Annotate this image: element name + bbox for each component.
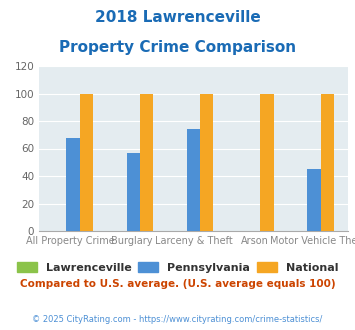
Text: All Property Crime: All Property Crime bbox=[26, 236, 114, 246]
Text: Burglary: Burglary bbox=[111, 236, 152, 246]
Bar bbox=[321, 93, 334, 231]
Text: © 2025 CityRating.com - https://www.cityrating.com/crime-statistics/: © 2025 CityRating.com - https://www.city… bbox=[32, 315, 323, 324]
Bar bbox=[187, 129, 200, 231]
Bar bbox=[127, 152, 140, 231]
Bar bbox=[66, 138, 80, 231]
Text: 2018 Lawrenceville: 2018 Lawrenceville bbox=[95, 10, 260, 25]
Text: Compared to U.S. average. (U.S. average equals 100): Compared to U.S. average. (U.S. average … bbox=[20, 279, 335, 289]
Text: Arson: Arson bbox=[241, 236, 269, 246]
Text: Larceny & Theft: Larceny & Theft bbox=[154, 236, 233, 246]
Text: Property Crime Comparison: Property Crime Comparison bbox=[59, 40, 296, 54]
Bar bbox=[80, 93, 93, 231]
Bar bbox=[260, 93, 274, 231]
Legend: Lawrenceville, Pennsylvania, National: Lawrenceville, Pennsylvania, National bbox=[12, 258, 343, 278]
Text: Motor Vehicle Theft: Motor Vehicle Theft bbox=[270, 236, 355, 246]
Bar bbox=[140, 93, 153, 231]
Bar bbox=[200, 93, 213, 231]
Bar bbox=[307, 169, 321, 231]
